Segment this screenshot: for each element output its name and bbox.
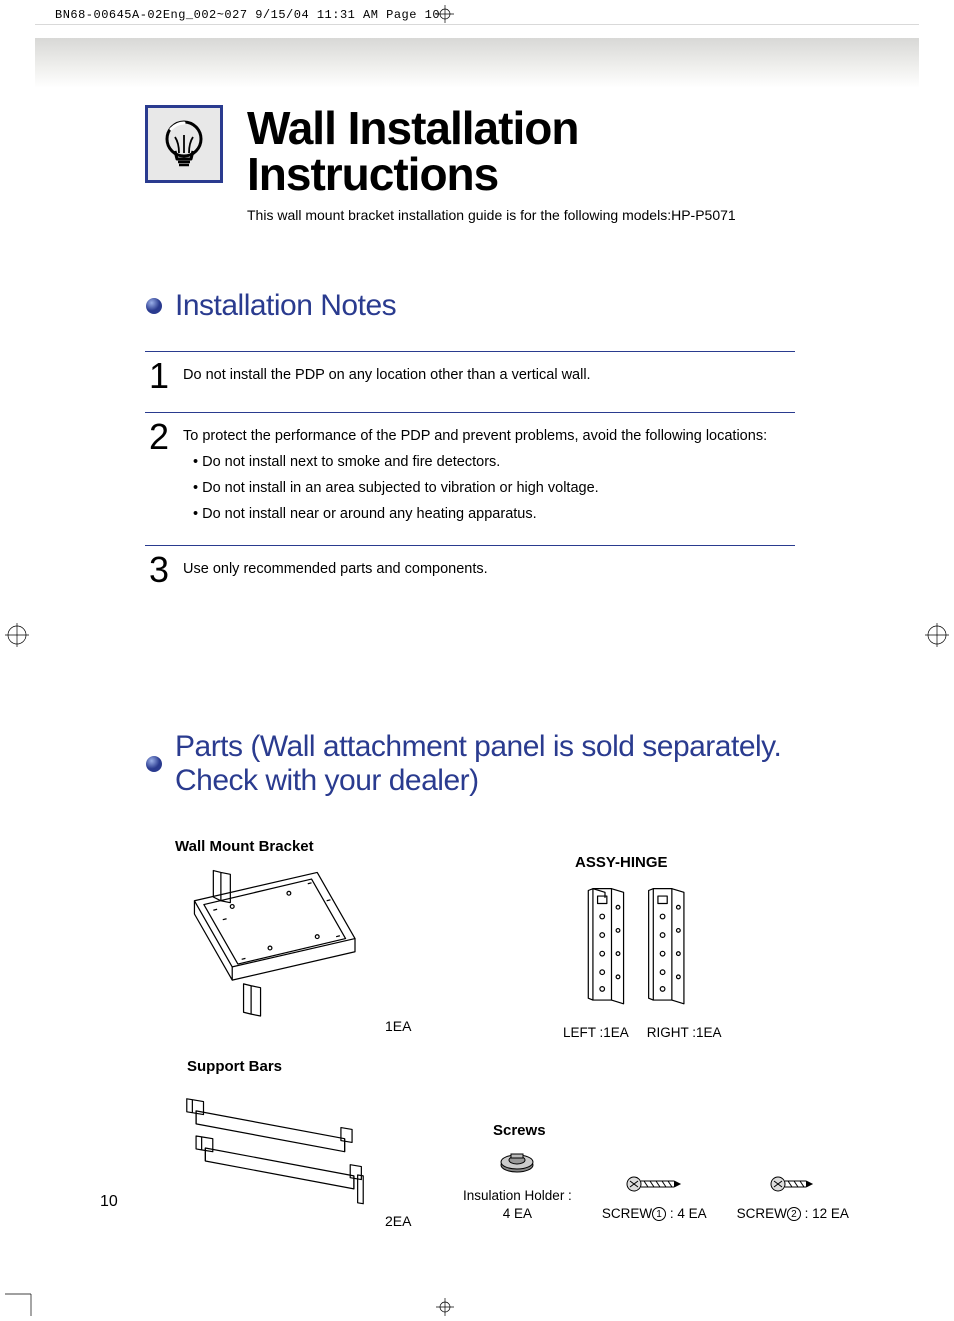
screw-type-2: SCREW2 : 12 EA <box>737 1171 849 1223</box>
section-title-notes: Installation Notes <box>175 289 396 323</box>
assy-hinge-diagram <box>579 879 709 1019</box>
part-support-bars: Support Bars 2EA <box>175 1058 395 1218</box>
part-label: Wall Mount Bracket <box>175 838 395 855</box>
part-label: Support Bars <box>175 1058 395 1075</box>
part-qty: 1EA <box>385 1018 411 1034</box>
bullet-dot-icon <box>145 755 163 773</box>
page-number: 10 <box>100 1193 118 1211</box>
part-qty: 2EA <box>385 1213 411 1229</box>
section-title-parts: Parts (Wall attachment panel is sold sep… <box>175 730 795 798</box>
wall-bracket-diagram <box>175 863 365 1033</box>
registration-mark-left <box>5 623 29 647</box>
support-bars-diagram <box>175 1083 375 1213</box>
crop-mark-top <box>436 5 454 23</box>
page-title: Wall Installation Instructions <box>247 105 795 197</box>
note-text: Use only recommended parts and component… <box>183 552 488 588</box>
header-gradient <box>35 38 919 88</box>
section-heading-notes: Installation Notes <box>145 289 795 323</box>
hinge-right-label: RIGHT :1EA <box>647 1025 722 1040</box>
screw-type-1: SCREW1 : 4 EA <box>602 1171 707 1223</box>
screw-insulation-holder: Insulation Holder :4 EA <box>463 1149 572 1222</box>
hinge-left-label: LEFT :1EA <box>563 1025 629 1040</box>
top-divider <box>35 24 919 25</box>
title-row: Wall Installation Instructions This wall… <box>145 105 795 223</box>
note-number: 2 <box>145 419 169 527</box>
page-subtitle: This wall mount bracket installation gui… <box>247 207 795 223</box>
crop-mark-corner <box>5 1286 45 1316</box>
note-number: 3 <box>145 552 169 588</box>
part-wall-bracket: Wall Mount Bracket <box>175 838 395 1038</box>
note-number: 1 <box>145 358 169 394</box>
part-label: Screws <box>463 1122 863 1139</box>
note-1: 1 Do not install the PDP on any location… <box>145 351 795 412</box>
note-text: Do not install the PDP on any location o… <box>183 358 591 394</box>
note-text: To protect the performance of the PDP an… <box>183 419 767 527</box>
part-screws: Screws Insulation Holder :4 EA <box>463 1122 863 1222</box>
lightbulb-icon <box>145 105 223 183</box>
registration-mark-right <box>925 623 949 647</box>
print-header: BN68-00645A-02Eng_002~027 9/15/04 11:31 … <box>55 8 440 22</box>
part-label: ASSY-HINGE <box>563 854 783 871</box>
section-heading-parts: Parts (Wall attachment panel is sold sep… <box>145 730 795 798</box>
crop-mark-bottom <box>436 1298 454 1316</box>
note-3: 3 Use only recommended parts and compone… <box>145 545 795 606</box>
part-assy-hinge: ASSY-HINGE <box>563 854 783 1040</box>
note-2: 2 To protect the performance of the PDP … <box>145 412 795 545</box>
bullet-dot-icon <box>145 297 163 315</box>
